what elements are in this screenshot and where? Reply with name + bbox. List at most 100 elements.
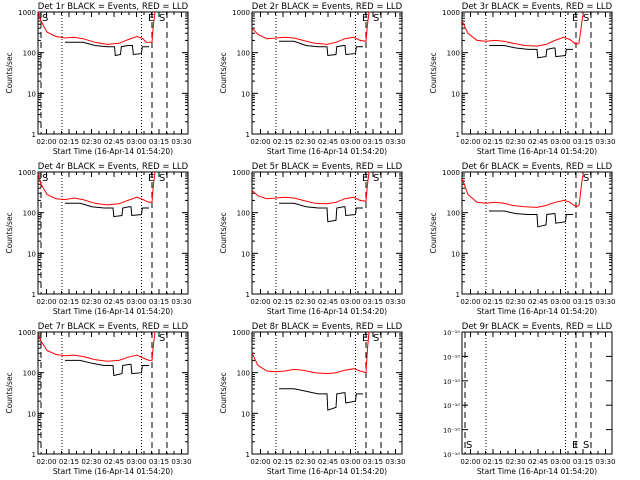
x-tick-label: 03:30 bbox=[595, 458, 615, 466]
x-tick-label: 02:45 bbox=[528, 298, 548, 306]
x-tick-label: 03:00 bbox=[126, 298, 146, 306]
y-tick-label: 1 bbox=[456, 131, 460, 139]
x-tick-label: 02:45 bbox=[104, 138, 124, 146]
x-tick-label: 03:15 bbox=[573, 458, 593, 466]
x-tick-label: 03:15 bbox=[149, 458, 169, 466]
y-tick-label: 10 bbox=[241, 250, 250, 258]
x-tick-label: 03:00 bbox=[340, 138, 360, 146]
panel-4: Det 4r BLACK = Events, RED = LLD 1 10 100 10… bbox=[5, 162, 192, 316]
x-axis-label: Start Time (16-Apr-14 01:54:20) bbox=[267, 307, 387, 316]
y-tick-label: 10 bbox=[27, 250, 36, 258]
y-axis-label: Counts/sec bbox=[5, 212, 14, 253]
x-tick-label: 03:15 bbox=[149, 138, 169, 146]
y-tick-label: 1000 bbox=[232, 9, 250, 17]
y-axis-label: Counts/sec bbox=[5, 52, 14, 93]
x-axis-label: Start Time (16-Apr-14 01:54:20) bbox=[53, 467, 173, 476]
events-series-line bbox=[279, 202, 363, 223]
x-tick-label: 02:30 bbox=[81, 458, 101, 466]
x-tick-label: 03:15 bbox=[363, 458, 383, 466]
x-tick-label: 02:00 bbox=[250, 298, 270, 306]
x-tick-label: 03:30 bbox=[385, 138, 405, 146]
marker-s: S bbox=[159, 173, 165, 184]
panel-title: Det 9r BLACK = Events, RED = LLD bbox=[462, 322, 613, 332]
marker-e: E bbox=[148, 13, 154, 24]
y-axis-label: Counts/sec bbox=[219, 212, 228, 253]
panel-1: Det 1r BLACK = Events, RED = LLD 1 10 100 10… bbox=[5, 2, 192, 156]
panel-3: Det 3r BLACK = Events, RED = LLD 1 10 100 10… bbox=[429, 2, 616, 156]
y-tick-label: 1000 bbox=[18, 329, 36, 337]
panel-title: Det 8r BLACK = Events, RED = LLD bbox=[252, 322, 403, 332]
panel-title: Det 3r BLACK = Events, RED = LLD bbox=[462, 2, 613, 12]
plot-frame bbox=[37, 171, 189, 295]
y-tick-label: 10 bbox=[27, 410, 36, 418]
panel-title: Det 4r BLACK = Events, RED = LLD bbox=[38, 162, 189, 172]
y-tick-label: 100 bbox=[237, 50, 250, 58]
x-axis-label: Start Time (16-Apr-14 01:54:20) bbox=[267, 467, 387, 476]
x-axis-label: Start Time (16-Apr-14 01:54:20) bbox=[477, 467, 597, 476]
marker-s: S bbox=[466, 440, 472, 451]
x-tick-label: 02:15 bbox=[483, 138, 503, 146]
y-tick-label: 1000 bbox=[18, 169, 36, 177]
panel-5: Det 5r BLACK = Events, RED = LLD 1 10 100 10… bbox=[219, 162, 406, 316]
x-tick-label: 02:15 bbox=[59, 298, 79, 306]
y-tick-label: 100 bbox=[237, 370, 250, 378]
lld-series-line bbox=[38, 12, 157, 45]
panel-7: Det 7r BLACK = Events, RED = LLD 1 10 100 10… bbox=[5, 322, 192, 476]
x-tick-label: 02:00 bbox=[250, 138, 270, 146]
lld-series-line bbox=[252, 332, 371, 375]
x-tick-label: 02:15 bbox=[273, 458, 293, 466]
x-axis-label: Start Time (16-Apr-14 01:54:20) bbox=[477, 147, 597, 156]
panel-8: Det 8r BLACK = Events, RED = LLD 1 10 100 10… bbox=[219, 322, 406, 476]
lld-series-line bbox=[462, 172, 584, 208]
x-tick-label: 03:30 bbox=[171, 298, 191, 306]
plot-frame bbox=[37, 331, 189, 455]
y-tick-label: 1000 bbox=[232, 329, 250, 337]
plot-frame bbox=[251, 171, 403, 295]
panel-title: Det 5r BLACK = Events, RED = LLD bbox=[252, 162, 403, 172]
y-tick-label: 1 bbox=[246, 131, 250, 139]
x-tick-label: 02:30 bbox=[295, 458, 315, 466]
y-tick-label: 10 bbox=[241, 90, 250, 98]
y-tick-label: 1000 bbox=[232, 169, 250, 177]
plot-frame bbox=[37, 11, 189, 135]
events-series-line bbox=[489, 45, 573, 59]
x-tick-label: 02:30 bbox=[81, 138, 101, 146]
x-tick-label: 02:00 bbox=[36, 298, 56, 306]
x-tick-label: 02:00 bbox=[460, 458, 480, 466]
marker-s: S bbox=[159, 333, 165, 344]
y-axis-label: Counts/sec bbox=[219, 372, 228, 413]
panel-title: Det 1r BLACK = Events, RED = LLD bbox=[38, 2, 189, 12]
x-axis-label: Start Time (16-Apr-14 01:54:20) bbox=[53, 147, 173, 156]
x-tick-label: 02:30 bbox=[81, 298, 101, 306]
marker-e: E bbox=[572, 440, 578, 451]
panel-2: Det 2r BLACK = Events, RED = LLD 1 10 100 10… bbox=[219, 2, 406, 156]
x-axis-label: Start Time (16-Apr-14 01:54:20) bbox=[477, 307, 597, 316]
x-tick-label: 02:00 bbox=[250, 458, 270, 466]
x-tick-label: 03:30 bbox=[171, 138, 191, 146]
x-tick-label: 02:00 bbox=[36, 458, 56, 466]
plot-frame bbox=[461, 11, 613, 135]
y-tick-label: 1000 bbox=[18, 9, 36, 17]
marker-s: S bbox=[42, 13, 48, 24]
events-series-line bbox=[65, 202, 149, 218]
x-tick-label: 02:15 bbox=[59, 138, 79, 146]
x-tick-label: 03:30 bbox=[171, 458, 191, 466]
plot-frame bbox=[461, 171, 613, 295]
marker-s: S bbox=[373, 333, 379, 344]
x-tick-label: 03:00 bbox=[126, 458, 146, 466]
x-axis-label: Start Time (16-Apr-14 01:54:20) bbox=[53, 307, 173, 316]
marker-s: S bbox=[42, 173, 48, 184]
marker-e: E bbox=[362, 13, 368, 24]
y-tick-label: 10⁻¹⁰ bbox=[443, 402, 460, 410]
y-tick-label: 10⁻¹⁰ bbox=[443, 378, 460, 386]
y-tick-label: 10 bbox=[451, 90, 460, 98]
y-tick-label: 100 bbox=[23, 370, 36, 378]
plot-frame bbox=[461, 331, 613, 455]
x-tick-label: 03:00 bbox=[550, 138, 570, 146]
y-axis-label: Counts/sec bbox=[5, 372, 14, 413]
y-tick-label: 10⁻¹⁰ bbox=[443, 353, 460, 361]
x-tick-label: 03:30 bbox=[595, 298, 615, 306]
x-tick-label: 03:15 bbox=[149, 298, 169, 306]
x-tick-label: 02:30 bbox=[295, 298, 315, 306]
x-tick-label: 03:15 bbox=[573, 298, 593, 306]
